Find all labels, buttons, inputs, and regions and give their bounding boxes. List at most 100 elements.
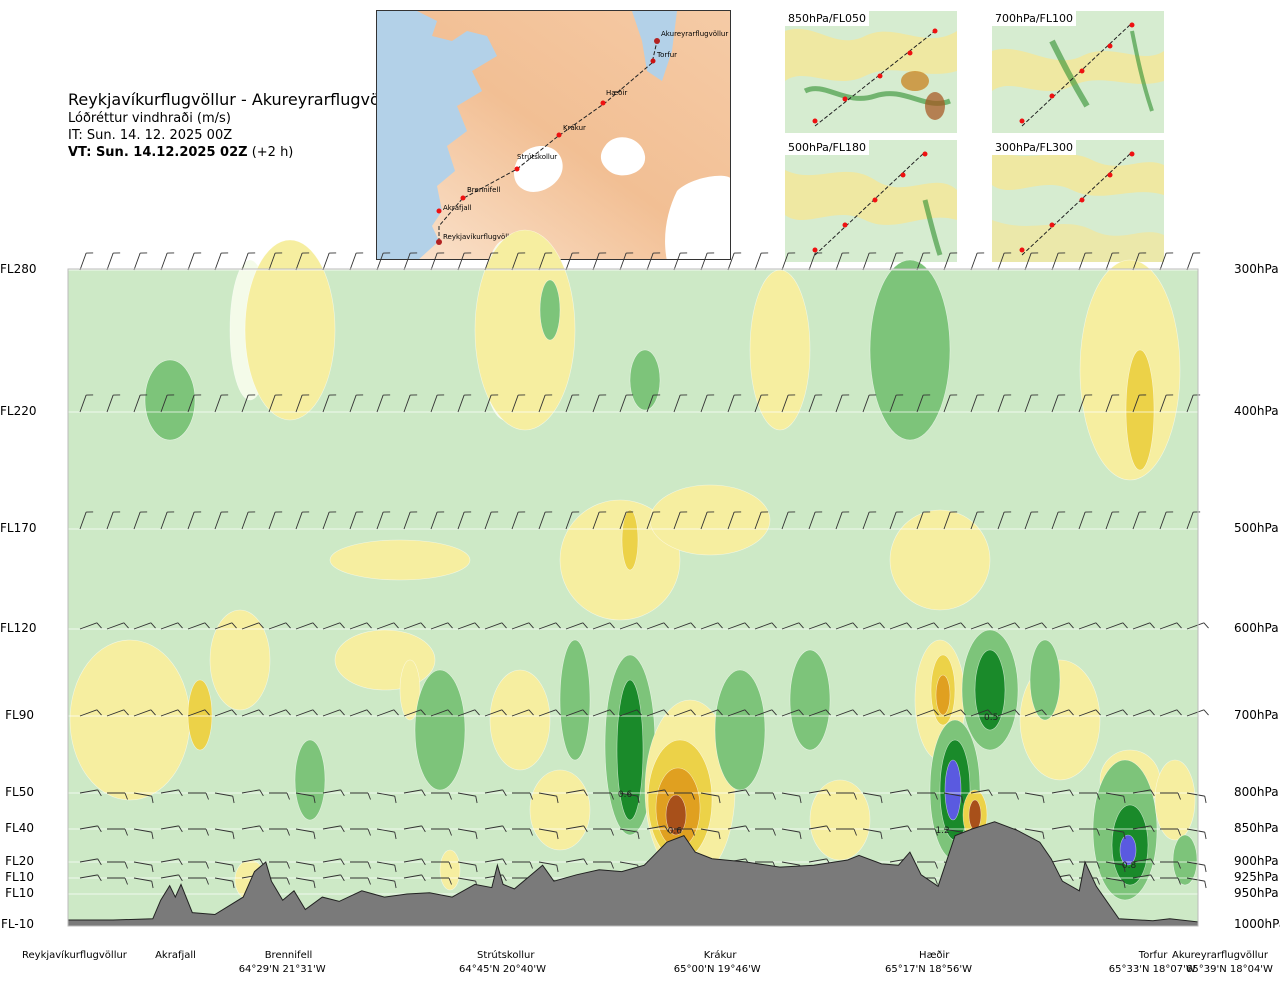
wind-barb-800-32 <box>943 792 964 804</box>
wind-barb-500-20 <box>619 511 634 530</box>
value-label-2: 1.2 <box>935 826 949 836</box>
location-name-3: Strútskollur <box>477 950 535 961</box>
wind-barb-900-38 <box>1105 861 1126 873</box>
field-contour-12 <box>144 359 196 441</box>
field-contour-19 <box>209 609 271 711</box>
wind-barb-925-0 <box>79 874 102 882</box>
wind-barb-500-36 <box>1051 511 1066 530</box>
wind-barb-800-38 <box>1105 792 1126 804</box>
wind-barb-800-16 <box>512 792 533 800</box>
wind-barb-400-40 <box>1159 394 1174 413</box>
wind-barb-800-24 <box>727 789 750 797</box>
wind-barb-700-36 <box>1051 709 1074 717</box>
field-contour-44 <box>968 799 982 831</box>
route-point-haedir <box>600 100 606 106</box>
wind-barb-700-2 <box>133 709 156 717</box>
wind-barb-500-18 <box>565 511 580 530</box>
location-coord-6: 65°33'N 18°07'W <box>1108 964 1196 975</box>
wind-barb-400-16 <box>511 394 526 413</box>
wind-barb-300-9 <box>322 252 337 271</box>
wind-barb-500-2 <box>133 511 148 530</box>
wind-barb-500-41 <box>1186 511 1201 530</box>
wind-barb-850-19 <box>593 828 614 836</box>
glacier-hofsjokull <box>600 137 646 176</box>
wind-barb-925-41 <box>1186 877 1207 889</box>
wind-barb-900-3 <box>160 858 183 866</box>
wind-barbs <box>79 252 1209 889</box>
wind-barb-400-6 <box>241 394 256 413</box>
inset-drawing-300 <box>992 140 1164 262</box>
field-contour-11 <box>1125 349 1155 471</box>
wind-barb-400-39 <box>1132 394 1147 413</box>
wind-barb-600-7 <box>268 622 291 630</box>
wind-barb-900-19 <box>593 861 614 869</box>
glacier-vatnajokull <box>665 175 730 259</box>
wind-barb-800-14 <box>457 792 478 804</box>
map-label-haedir: Hæðir <box>606 89 627 97</box>
field-contour-32 <box>714 669 766 791</box>
location-coord-4: 65°00'N 19°46'W <box>673 964 761 975</box>
wind-barb-900-17 <box>538 861 559 873</box>
wind-barb-300-40 <box>1159 252 1174 271</box>
wind-barb-400-27 <box>808 394 823 413</box>
wind-barb-400-20 <box>619 394 634 413</box>
wind-barb-925-40 <box>1160 877 1181 885</box>
wind-barb-900-8 <box>295 861 316 873</box>
wind-barb-300-2 <box>133 252 148 271</box>
wind-barb-800-27 <box>808 789 831 797</box>
wind-barb-400-8 <box>295 394 310 413</box>
wind-barb-900-14 <box>457 861 478 873</box>
wind-barb-300-13 <box>430 252 445 271</box>
wind-barb-700-34 <box>997 709 1020 717</box>
wind-barb-800-34 <box>998 792 1019 800</box>
wind-barb-600-17 <box>538 622 561 630</box>
left-tick-label-8: FL10 <box>5 870 34 884</box>
wind-barb-600-36 <box>1051 622 1074 630</box>
field-contour-34 <box>809 779 871 861</box>
terrain-area <box>67 821 1199 927</box>
wind-barb-700-38 <box>1105 709 1128 717</box>
location-name-1: Akrafjall <box>155 950 196 961</box>
wind-barb-900-36 <box>1051 858 1074 866</box>
wind-barb-500-19 <box>592 511 607 530</box>
wind-barb-600-22 <box>673 622 696 630</box>
wind-barb-900-12 <box>403 858 426 866</box>
wind-barb-300-10 <box>349 252 364 271</box>
wind-barb-600-1 <box>106 622 129 630</box>
wind-barb-850-5 <box>214 828 235 840</box>
wind-barb-600-41 <box>1186 622 1209 630</box>
wind-barb-600-20 <box>619 622 642 630</box>
wind-barb-600-12 <box>403 622 426 630</box>
right-tick-label-800: 800hPa <box>1234 785 1279 799</box>
left-tick-label-5: FL50 <box>5 785 34 799</box>
route-point-brennifell <box>460 195 466 201</box>
wind-barb-925-5 <box>214 877 235 889</box>
wind-barb-500-10 <box>349 511 364 530</box>
route-line <box>438 40 658 242</box>
wind-barb-850-3 <box>160 825 183 833</box>
wind-barb-925-11 <box>376 877 397 889</box>
wind-barb-500-17 <box>538 511 553 530</box>
field-contour-52 <box>1172 834 1198 886</box>
page-title: Reykjavíkurflugvöllur - Akureyrarflugvöl… <box>68 90 406 109</box>
wind-barb-700-35 <box>1024 709 1047 717</box>
wind-barb-700-8 <box>295 709 318 717</box>
wind-barb-600-5 <box>214 622 237 630</box>
wind-barb-600-0 <box>79 622 102 630</box>
wind-barb-800-41 <box>1186 792 1207 804</box>
map-label-torfur: Torfur <box>656 51 677 59</box>
wind-barb-700-7 <box>268 709 291 717</box>
inset-label-850: 850hPa/FL050 <box>785 11 870 26</box>
map-label-akrafjall: Akrafjall <box>443 204 472 212</box>
wind-barb-400-25 <box>754 394 769 413</box>
wind-barb-500-37 <box>1078 511 1093 530</box>
wind-barb-700-18 <box>565 709 588 717</box>
wind-barb-400-14 <box>457 394 472 413</box>
wind-barb-700-39 <box>1132 709 1155 717</box>
wind-barb-300-12 <box>403 252 418 271</box>
wind-barb-300-39 <box>1132 252 1147 271</box>
wind-barb-400-13 <box>430 394 445 413</box>
wind-barb-700-14 <box>457 709 480 717</box>
wind-barb-900-41 <box>1186 861 1207 873</box>
